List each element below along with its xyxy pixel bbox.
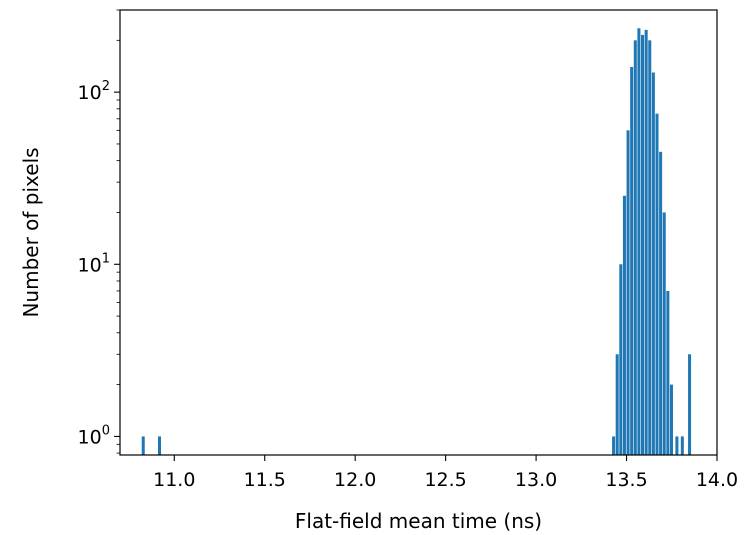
- x-tick-label: 11.0: [153, 469, 195, 491]
- y-axis-label: Number of pixels: [19, 147, 43, 317]
- histogram-bar: [141, 436, 145, 455]
- histogram-bar: [648, 40, 652, 456]
- histogram-bar: [157, 436, 162, 455]
- histogram-bar: [619, 264, 623, 455]
- histogram-bars: [141, 28, 692, 456]
- histogram-bar: [651, 72, 655, 456]
- histogram-bar: [641, 34, 645, 455]
- histogram-bar: [626, 130, 630, 455]
- y-tick-label: 100: [78, 423, 110, 448]
- x-axis-label: Flat-field mean time (ns): [295, 509, 542, 533]
- histogram-bar: [662, 212, 666, 455]
- histogram-bar: [659, 151, 663, 455]
- axis-ticks: 11.0 11.5 12.0 12.5 13.0 13.5 14.0 100 101 102: [78, 9, 738, 491]
- histogram-bar: [655, 113, 659, 455]
- histogram-bar: [615, 354, 619, 455]
- histogram-bar: [633, 40, 637, 456]
- histogram-bar: [637, 28, 641, 455]
- y-tick-label: 101: [78, 251, 110, 276]
- histogram-bar: [612, 436, 616, 455]
- histogram-bar: [630, 66, 634, 455]
- histogram-bar: [666, 290, 670, 455]
- histogram-bar: [675, 436, 679, 455]
- histogram-bar: [669, 384, 673, 455]
- x-tick-label: 11.5: [244, 469, 286, 491]
- histogram-bar: [680, 436, 684, 455]
- y-tick-label: 102: [78, 79, 110, 104]
- histogram-bar: [688, 354, 692, 455]
- x-tick-label: 12.0: [334, 469, 376, 491]
- histogram-bar: [622, 195, 626, 455]
- x-tick-label: 14.0: [696, 469, 738, 491]
- x-tick-label: 13.0: [515, 469, 557, 491]
- plot-frame: [119, 9, 718, 456]
- x-tick-label: 12.5: [424, 469, 466, 491]
- histogram-bar: [644, 29, 648, 456]
- x-tick-label: 13.5: [605, 469, 647, 491]
